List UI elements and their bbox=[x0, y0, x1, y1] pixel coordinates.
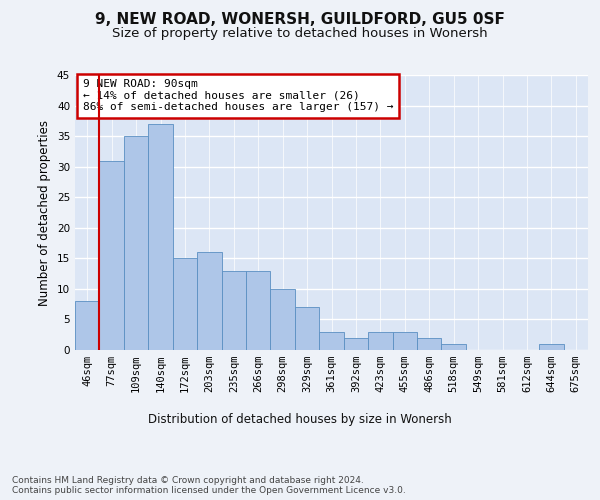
Bar bbox=[221, 270, 246, 350]
Bar bbox=[124, 136, 148, 350]
Text: Size of property relative to detached houses in Wonersh: Size of property relative to detached ho… bbox=[112, 28, 488, 40]
Bar bbox=[271, 289, 295, 350]
Bar bbox=[173, 258, 197, 350]
Bar bbox=[417, 338, 442, 350]
Bar bbox=[368, 332, 392, 350]
Text: 9 NEW ROAD: 90sqm
← 14% of detached houses are smaller (26)
86% of semi-detached: 9 NEW ROAD: 90sqm ← 14% of detached hous… bbox=[83, 79, 393, 112]
Bar bbox=[246, 270, 271, 350]
Bar bbox=[442, 344, 466, 350]
Bar bbox=[344, 338, 368, 350]
Bar bbox=[148, 124, 173, 350]
Bar bbox=[75, 301, 100, 350]
Text: 9, NEW ROAD, WONERSH, GUILDFORD, GU5 0SF: 9, NEW ROAD, WONERSH, GUILDFORD, GU5 0SF bbox=[95, 12, 505, 28]
Text: Distribution of detached houses by size in Wonersh: Distribution of detached houses by size … bbox=[148, 412, 452, 426]
Bar bbox=[392, 332, 417, 350]
Text: Contains HM Land Registry data © Crown copyright and database right 2024.
Contai: Contains HM Land Registry data © Crown c… bbox=[12, 476, 406, 495]
Bar bbox=[319, 332, 344, 350]
Bar bbox=[295, 307, 319, 350]
Bar bbox=[100, 160, 124, 350]
Bar bbox=[539, 344, 563, 350]
Y-axis label: Number of detached properties: Number of detached properties bbox=[38, 120, 52, 306]
Bar bbox=[197, 252, 221, 350]
